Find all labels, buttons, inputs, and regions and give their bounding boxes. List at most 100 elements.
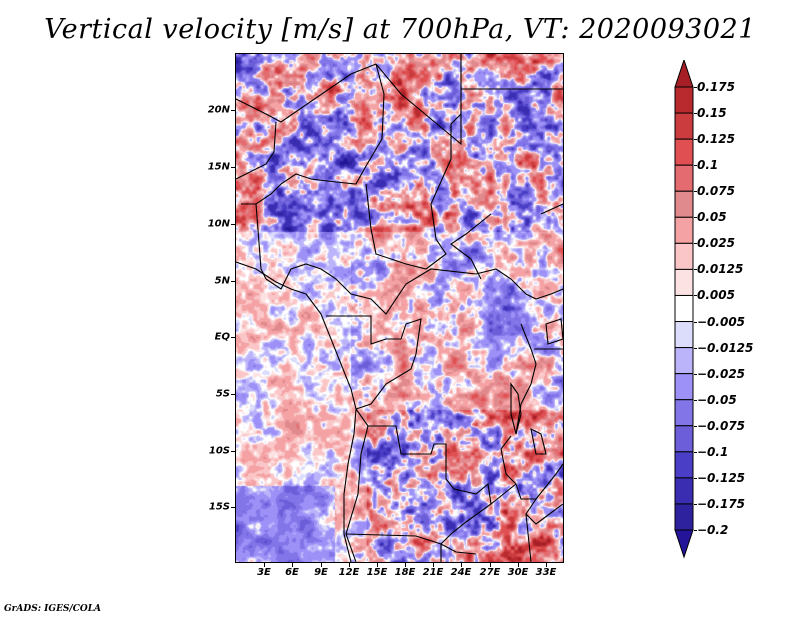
colorbar-swatch xyxy=(674,425,694,453)
y-tick-label: 5S xyxy=(215,388,230,400)
boundary-line xyxy=(525,513,532,562)
colorbar-tick xyxy=(694,165,697,167)
colorbar-swatch xyxy=(674,477,694,505)
y-tick-mark xyxy=(231,394,235,395)
y-tick-label: 15S xyxy=(208,501,230,513)
boundary-line xyxy=(515,323,537,435)
x-tick-mark xyxy=(405,563,406,567)
colorbar-tick xyxy=(694,451,697,453)
colorbar-tick xyxy=(694,113,697,115)
boundary-line xyxy=(535,463,563,500)
y-tick-label: 10N xyxy=(207,218,230,230)
colorbar-label: −0.0125 xyxy=(697,340,754,355)
colorbar-swatch xyxy=(674,190,694,218)
colorbar-label: −0.05 xyxy=(697,392,737,407)
boundary-line xyxy=(450,213,492,280)
colorbar-tick xyxy=(694,269,697,271)
colorbar-extend-max xyxy=(674,60,694,88)
colorbar-label: −0.2 xyxy=(697,523,729,537)
boundary-line xyxy=(265,263,563,315)
y-tick-mark xyxy=(231,507,235,508)
colorbar-tick xyxy=(694,217,697,219)
y-tick-mark xyxy=(231,337,235,338)
colorbar-tick xyxy=(694,139,697,141)
x-tick-label: 15E xyxy=(366,567,388,578)
chart-title: Vertical velocity [m/s] at 700hPa, VT: 2… xyxy=(44,14,756,45)
lake-outline xyxy=(545,318,563,345)
country-boundaries xyxy=(236,54,563,562)
colorbar-label: 0.005 xyxy=(697,288,735,303)
x-tick-mark xyxy=(264,563,265,567)
colorbar-tick xyxy=(694,425,697,427)
lake-outline xyxy=(530,428,547,455)
colorbar-tick xyxy=(694,477,697,479)
colorbar-swatch xyxy=(674,138,694,166)
colorbar-label: 0.05 xyxy=(697,210,727,225)
vertical-velocity-heatmap xyxy=(236,54,563,562)
colorbar-tick xyxy=(694,503,697,505)
x-tick-label: 12E xyxy=(338,567,360,578)
x-tick-label: 24E xyxy=(450,567,472,578)
x-tick-label: 21E xyxy=(422,567,444,578)
boundary-line xyxy=(241,63,385,205)
colorbar-tick xyxy=(694,243,697,245)
x-tick-mark xyxy=(433,563,434,567)
x-tick-mark xyxy=(546,563,547,567)
colorbar-label: −0.025 xyxy=(697,366,746,381)
y-tick-label: EQ xyxy=(214,331,230,343)
colorbar-label: 0.125 xyxy=(697,132,735,147)
y-tick-label: 5N xyxy=(214,275,230,287)
x-tick-label: 33E xyxy=(535,567,557,578)
colorbar-label: −0.075 xyxy=(697,418,746,433)
x-tick-label: 3E xyxy=(257,567,271,578)
colorbar-swatch xyxy=(674,399,694,427)
colorbar-tick xyxy=(694,347,697,349)
x-tick-mark xyxy=(349,563,350,567)
colorbar-swatch xyxy=(674,294,694,323)
colorbar-label: 0.175 xyxy=(697,80,735,94)
colorbar-swatch xyxy=(674,242,694,270)
y-tick-mark xyxy=(231,167,235,168)
colorbar-tick xyxy=(694,295,697,297)
x-tick-label: 30E xyxy=(507,567,529,578)
x-tick-mark xyxy=(490,563,491,567)
colorbar-swatch xyxy=(674,216,694,244)
boundary-line xyxy=(490,483,517,505)
x-tick-label: 6E xyxy=(285,567,299,578)
x-tick-mark xyxy=(292,563,293,567)
colorbar-label: −0.125 xyxy=(697,470,746,485)
x-tick-mark xyxy=(377,563,378,567)
colorbar-tick xyxy=(694,321,697,323)
colorbar-label: 0.0125 xyxy=(697,262,744,277)
colorbar-swatch xyxy=(674,347,694,375)
colorbar-swatch xyxy=(674,268,694,296)
grads-credit: GrADS: IGES/COLA xyxy=(4,604,102,614)
colorbar-tick xyxy=(694,191,697,193)
y-tick-mark xyxy=(231,110,235,111)
boundary-line xyxy=(450,113,462,159)
x-tick-mark xyxy=(321,563,322,567)
y-tick-mark xyxy=(231,281,235,282)
boundary-line xyxy=(500,435,563,525)
colorbar-swatch xyxy=(674,321,694,349)
y-tick-mark xyxy=(231,451,235,452)
colorbar-label: −0.175 xyxy=(697,496,746,511)
lake-outline xyxy=(510,382,522,435)
colorbar-swatch xyxy=(674,373,694,401)
y-tick-label: 15N xyxy=(207,161,230,173)
colorbar-label: 0.025 xyxy=(697,236,735,251)
boundary-line xyxy=(345,533,477,555)
boundary-line xyxy=(236,54,462,146)
boundary-line xyxy=(345,425,369,562)
colorbar xyxy=(674,60,694,559)
boundary-line xyxy=(540,203,563,215)
coastline xyxy=(236,261,357,562)
boundary-line xyxy=(236,121,277,180)
boundary-line xyxy=(355,408,492,545)
y-tick-mark xyxy=(231,224,235,225)
colorbar-label: −0.1 xyxy=(697,444,729,459)
colorbar-swatch xyxy=(674,164,694,192)
colorbar-swatch xyxy=(674,451,694,479)
boundary-line xyxy=(365,158,452,270)
colorbar-swatch xyxy=(674,503,694,531)
